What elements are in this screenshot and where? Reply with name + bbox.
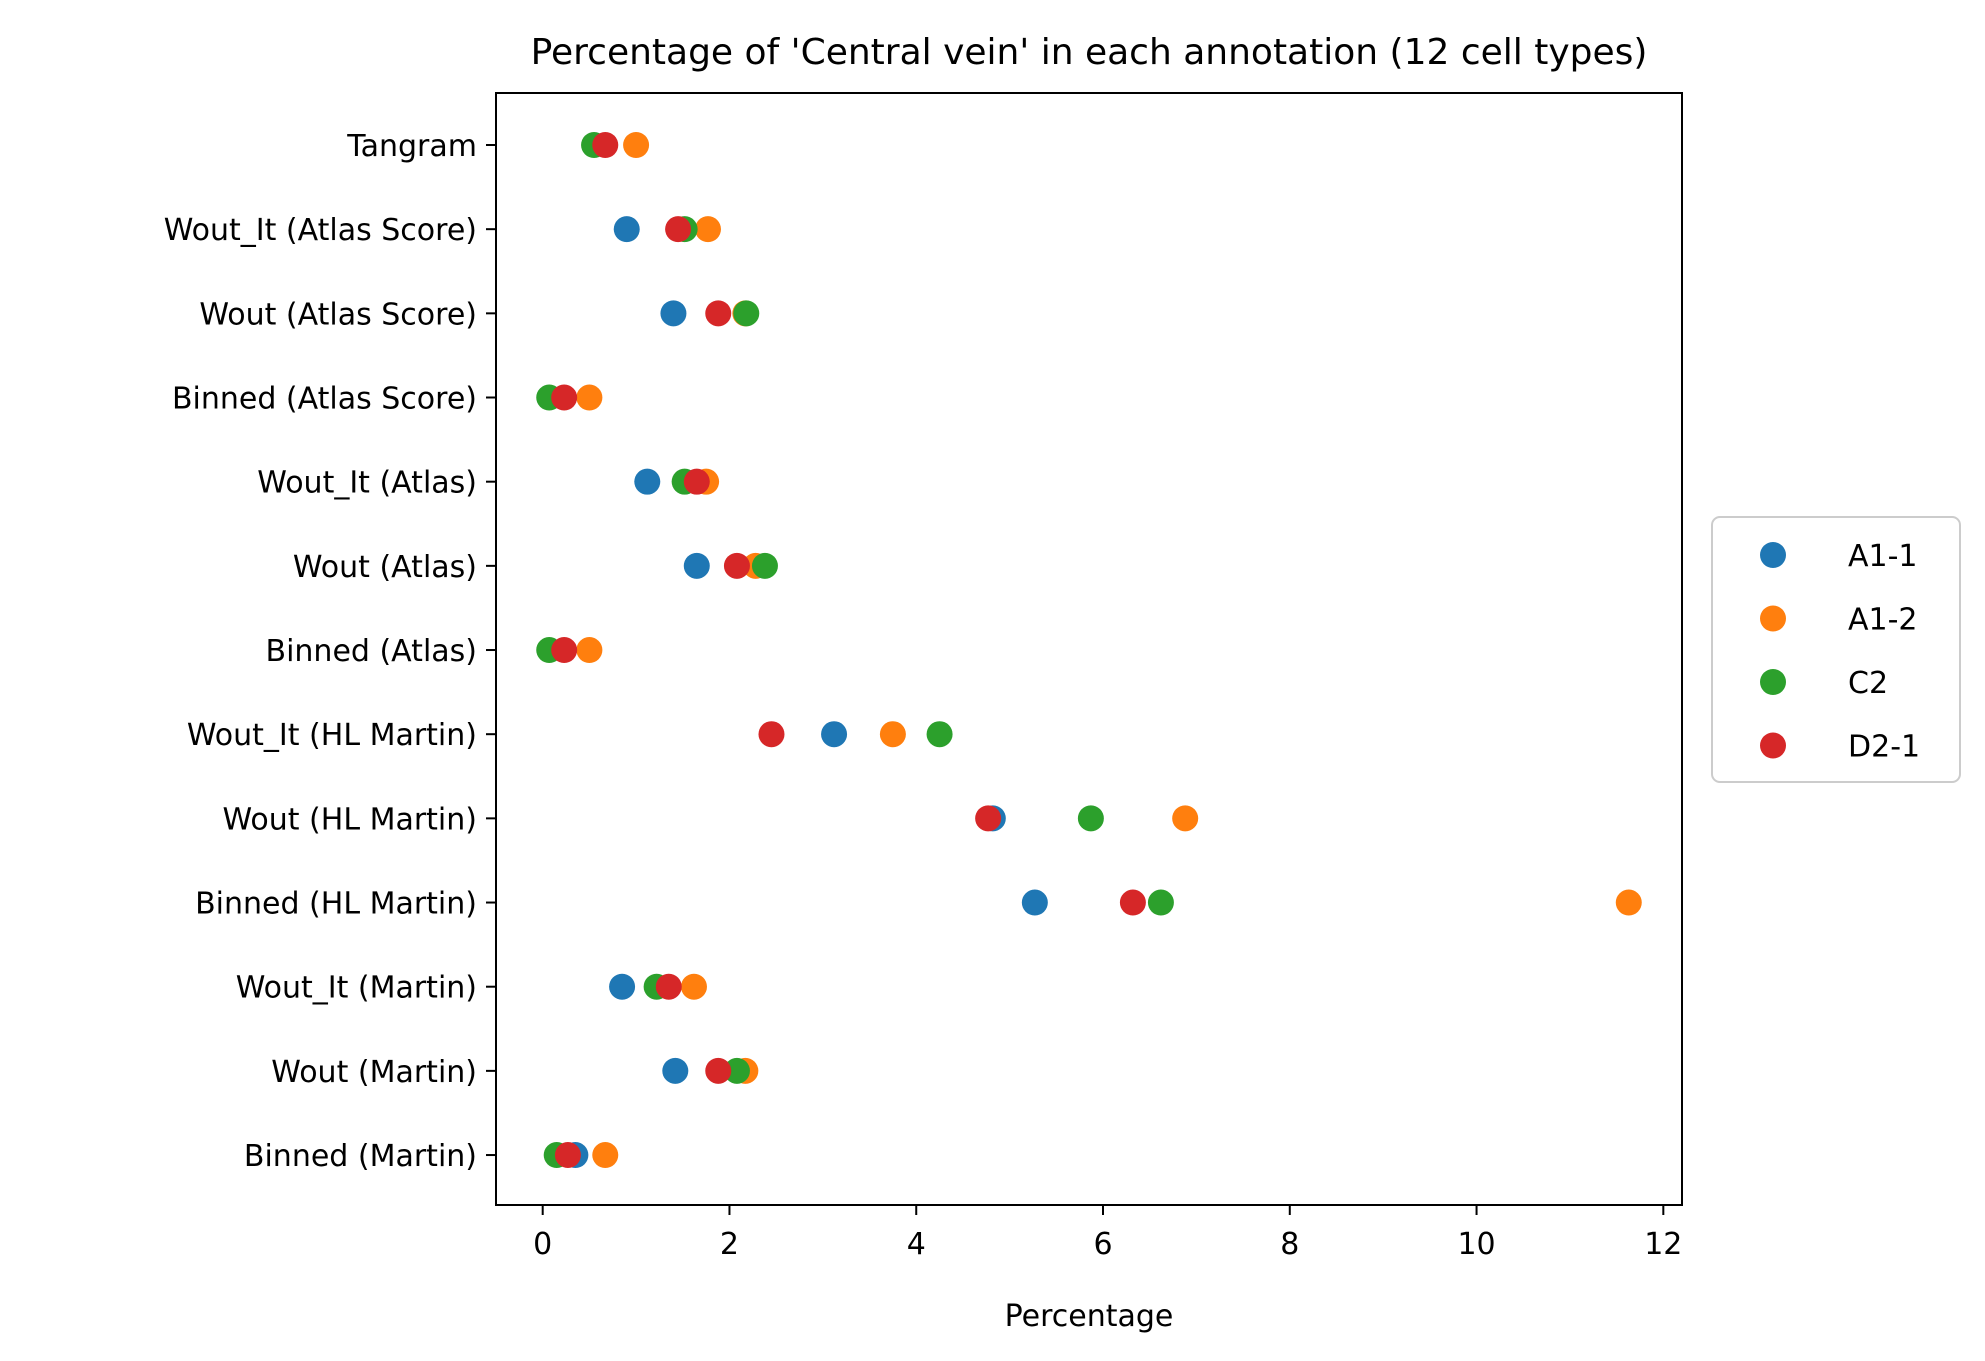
x-tick-label: 2 [720, 1227, 739, 1262]
legend-label: C2 [1848, 666, 1888, 701]
data-point-d2-1 [655, 973, 682, 1000]
data-point-d2-1 [758, 721, 785, 748]
y-tick-label: Binned (Atlas Score) [172, 382, 477, 417]
y-tick-label: Wout (Atlas Score) [199, 297, 477, 332]
data-point-d2-1 [683, 468, 710, 495]
y-tick-label: Binned (HL Martin) [195, 887, 477, 922]
data-point-a1-2 [1172, 805, 1199, 832]
data-point-d2-1 [592, 132, 619, 158]
data-point-a1-1 [683, 552, 710, 579]
legend: A1-1 A1-2 C2 D2-1 [1711, 516, 1961, 783]
y-tick-label: Binned (Martin) [244, 1139, 477, 1174]
legend-marker [1760, 732, 1786, 759]
data-point-d2-1 [705, 1057, 732, 1084]
data-point-a1-1 [821, 721, 848, 748]
data-point-a1-2 [1615, 889, 1642, 916]
data-point-a1-1 [634, 468, 661, 495]
x-tick-label: 12 [1644, 1227, 1682, 1262]
data-point-a1-2 [694, 216, 721, 243]
data-point-d2-1 [975, 805, 1002, 832]
x-tick-label: 8 [1280, 1227, 1299, 1262]
data-point-d2-1 [705, 300, 732, 327]
data-point-c2 [926, 721, 953, 748]
data-point-a1-1 [660, 300, 687, 327]
plot-area: Tangram Wout_It (Atlas Score) Wout (Atlas … [164, 129, 1683, 1262]
y-tick-label: Tangram [346, 129, 477, 164]
legend-marker [1760, 542, 1786, 568]
data-point-d2-1 [551, 637, 578, 664]
y-tick-label: Binned (Atlas) [266, 634, 478, 669]
legend-label: D2-1 [1848, 730, 1920, 765]
data-point-a1-2 [680, 973, 707, 1000]
data-point-a1-2 [576, 637, 603, 664]
y-tick-label: Wout_It (Atlas) [257, 466, 477, 501]
data-point-c2 [751, 552, 778, 579]
data-point-c2 [1147, 889, 1174, 916]
legend-marker [1760, 669, 1786, 695]
data-point-a1-2 [592, 1142, 619, 1169]
data-point-c2 [723, 1057, 750, 1084]
chart-title: Percentage of 'Central vein' in each ann… [531, 32, 1648, 73]
y-tick-label: Wout_It (Atlas Score) [164, 213, 477, 248]
x-axis-title: Percentage [1005, 1299, 1174, 1334]
data-point-d2-1 [551, 384, 578, 411]
plot-frame [495, 92, 1683, 1206]
data-point-a1-1 [609, 973, 636, 1000]
data-point-a1-1 [1021, 889, 1048, 916]
x-tick-label: 4 [907, 1227, 926, 1262]
y-tick-label: Wout_It (HL Martin) [187, 718, 477, 753]
data-point-d2-1 [723, 552, 750, 579]
data-point-d2-1 [554, 1142, 581, 1169]
data-point-a1-1 [613, 216, 640, 243]
y-tick-label: Wout_It (Martin) [236, 971, 477, 1006]
x-tick-label: 0 [533, 1227, 552, 1262]
legend-label: A1-1 [1848, 539, 1918, 574]
legend-frame [1711, 516, 1961, 783]
y-tick-label: Wout (Atlas) [293, 550, 477, 585]
data-point-c2 [733, 300, 760, 327]
x-tick-label: 6 [1093, 1227, 1112, 1262]
y-tick-label: Wout (HL Martin) [222, 802, 477, 837]
legend-marker [1760, 605, 1786, 632]
data-point-a1-1 [662, 1057, 689, 1084]
x-tick-label: 10 [1457, 1227, 1495, 1262]
legend-label: A1-2 [1848, 603, 1918, 638]
data-point-c2 [1077, 805, 1104, 832]
data-point-d2-1 [1119, 889, 1146, 916]
data-point-a1-2 [576, 384, 603, 411]
data-point-a1-2 [879, 721, 906, 748]
data-point-a1-2 [623, 132, 650, 158]
data-point-d2-1 [665, 216, 692, 243]
y-tick-label: Wout (Martin) [271, 1055, 477, 1090]
